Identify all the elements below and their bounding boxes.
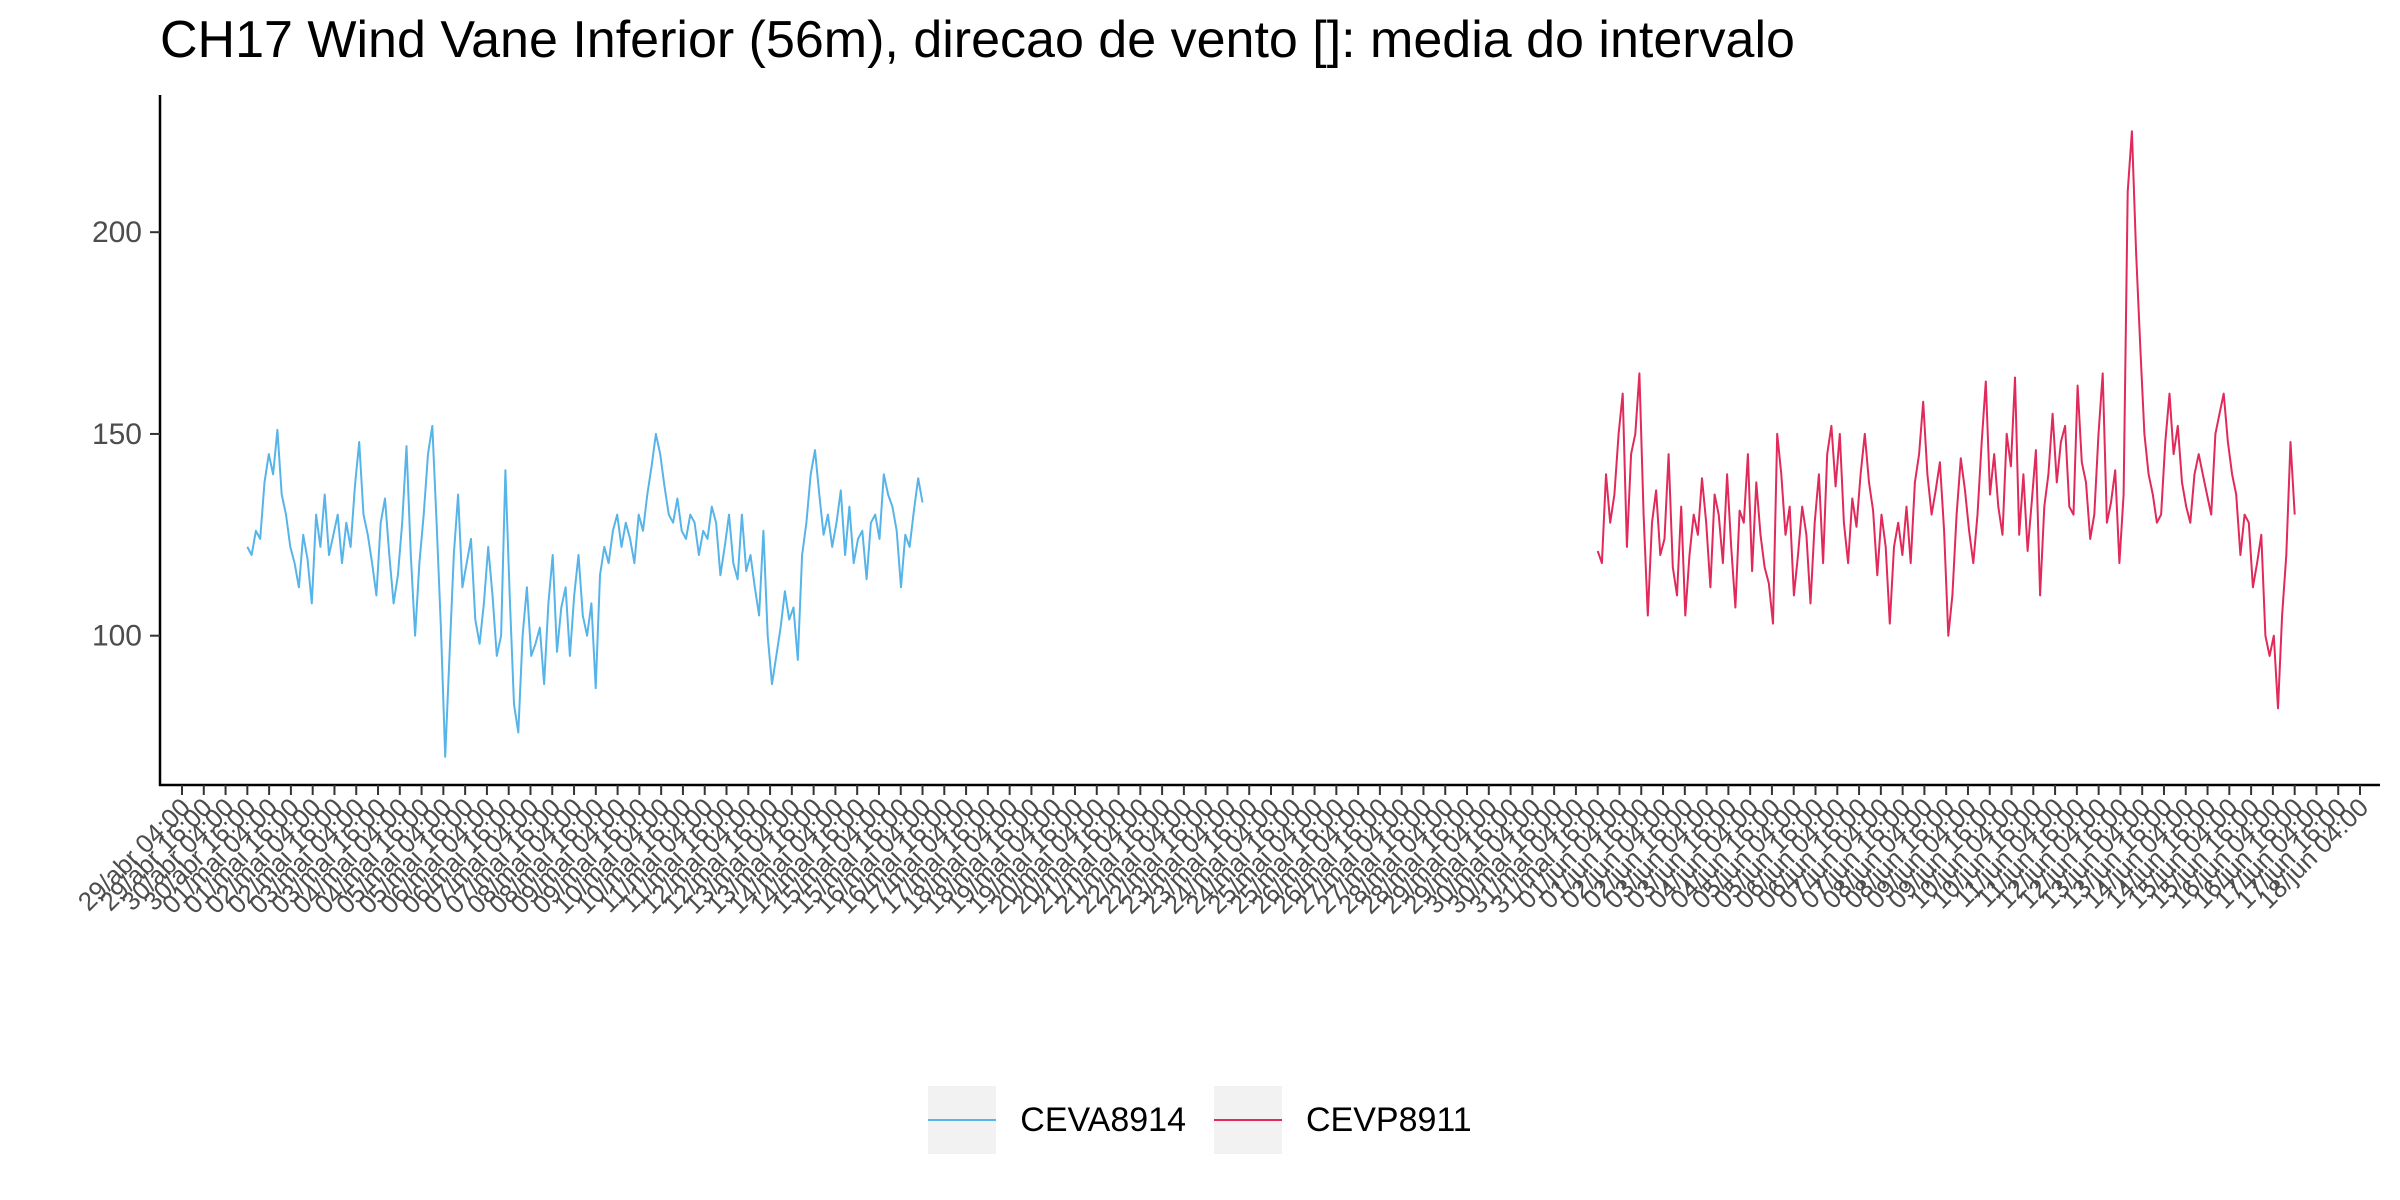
- series-line-ceva8914: [246, 424, 924, 758]
- legend: CEVA8914 CEVP8911: [0, 1085, 2400, 1155]
- legend-item-ceva8914: CEVA8914: [928, 1086, 1186, 1154]
- y-tick-label: 200: [92, 216, 142, 249]
- y-tick-label: 150: [92, 418, 142, 451]
- legend-key-ceva8914: [928, 1086, 997, 1154]
- legend-key-cevp8911: [1214, 1086, 1282, 1154]
- legend-label-cevp8911: CEVP8911: [1306, 1100, 1472, 1139]
- y-tick-label: 100: [92, 620, 142, 653]
- series-layer: [246, 130, 2296, 758]
- series-line-cevp8911: [1596, 130, 2296, 710]
- legend-label-ceva8914: CEVA8914: [1020, 1100, 1186, 1139]
- chart-title: CH17 Wind Vane Inferior (56m), direcao d…: [160, 11, 1795, 69]
- legend-item-cevp8911: CEVP8911: [1214, 1086, 1472, 1154]
